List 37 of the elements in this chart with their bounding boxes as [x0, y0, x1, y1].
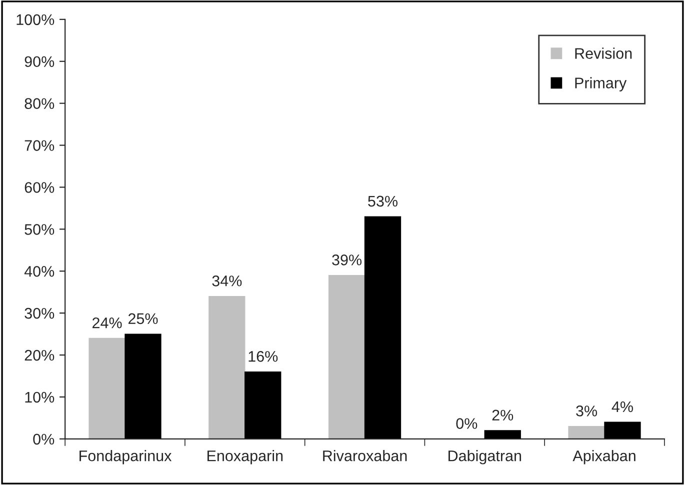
bar — [124, 334, 162, 439]
data-label: 39% — [332, 254, 362, 266]
bar — [604, 422, 641, 439]
legend-label: Revision — [575, 48, 632, 59]
y-tick-label: 70% — [24, 140, 54, 151]
bar — [244, 371, 282, 439]
bar — [484, 430, 521, 439]
x-tick-label: Apixaban — [572, 450, 636, 464]
y-tick-label: 80% — [24, 98, 54, 109]
data-label: 0% — [456, 418, 478, 429]
x-tick-label: Rivaroxaban — [323, 450, 407, 462]
bar — [88, 338, 126, 439]
y-tick-label: 40% — [24, 266, 54, 277]
bar — [328, 274, 366, 439]
data-label: 53% — [368, 196, 398, 207]
x-tick-label: Fondaparinux — [80, 450, 172, 464]
legend-label: Primary — [575, 77, 627, 92]
bar — [364, 216, 402, 439]
data-label: 24% — [92, 317, 122, 328]
data-label: 25% — [128, 313, 158, 324]
x-tick-label: Dabigatran — [448, 450, 522, 464]
y-tick-label: 100% — [16, 14, 54, 26]
bar — [208, 296, 246, 439]
y-tick-label: 10% — [25, 392, 54, 403]
y-tick-label: 90% — [24, 56, 54, 68]
data-label: 34% — [212, 276, 242, 286]
data-label: 16% — [248, 351, 278, 362]
y-tick-label: 20% — [24, 350, 54, 361]
x-tick-label: Enoxaparin — [208, 450, 283, 464]
y-tick-label: 50% — [24, 224, 54, 235]
y-tick-label: 60% — [24, 182, 54, 193]
y-tick-label: 30% — [24, 308, 54, 319]
data-label: 3% — [576, 406, 598, 416]
y-tick-label: 0% — [33, 434, 54, 445]
data-label: 4% — [612, 401, 633, 412]
bar — [568, 426, 605, 439]
data-label: 2% — [492, 410, 514, 421]
